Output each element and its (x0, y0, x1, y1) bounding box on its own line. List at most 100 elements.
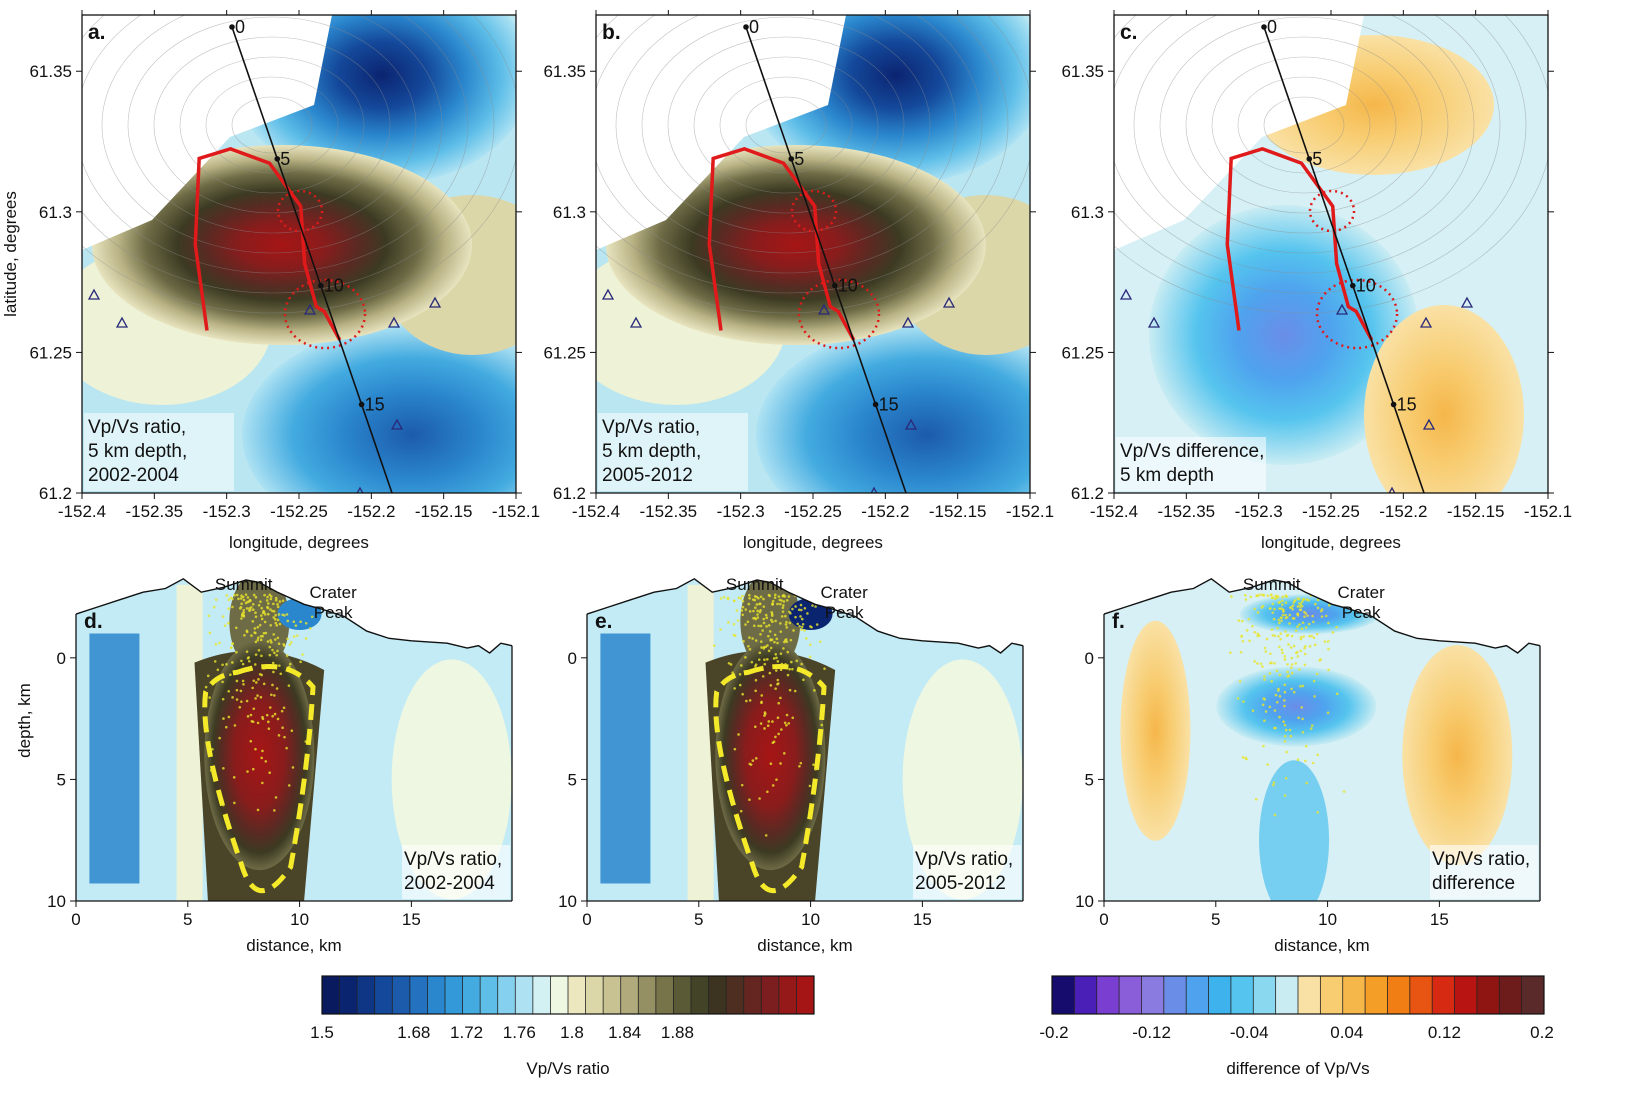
earthquake-dot (800, 628, 803, 632)
earthquake-dot (785, 713, 789, 717)
topo-contour (231, 96, 313, 154)
profile-mark-label: 0 (749, 17, 759, 37)
earthquake-dot (1278, 600, 1282, 604)
earthquake-dot (747, 644, 750, 648)
earthquake-dot (275, 624, 279, 627)
earthquake-dot (770, 618, 773, 622)
earthquake-dot (1326, 711, 1330, 715)
earthquake-dot (1310, 634, 1314, 638)
earthquake-dot (1283, 723, 1287, 727)
earthquake-dot (799, 603, 803, 607)
earthquake-dot (278, 664, 281, 667)
earthquake-dot (736, 619, 740, 622)
crater-source-circle (1315, 278, 1399, 350)
earthquake-dot (304, 622, 308, 625)
profile-mark-label: 5 (280, 149, 290, 169)
y-tick-label: 61.25 (543, 343, 586, 362)
earthquake-dot (272, 616, 276, 619)
earthquake-dot (257, 636, 260, 640)
colorbar-swatch (655, 976, 674, 1014)
x-tick-label: -152.25 (270, 502, 328, 521)
earthquake-dot (779, 668, 783, 672)
earthquake-dot (253, 627, 257, 630)
earthquake-dot (272, 633, 276, 636)
earthquake-dot (1274, 597, 1277, 601)
map-panel-c: 0 5 10 15 -152.4 -152.35 -152.3 -152.25 -152.2 -1… (1061, 10, 1572, 552)
earthquake-dot (1245, 629, 1249, 632)
earthquake-dot (254, 615, 258, 619)
earthquake-dot (784, 662, 787, 666)
earthquake-dot (1316, 753, 1320, 757)
earthquake-dot (273, 694, 276, 697)
earthquake-dot (779, 762, 782, 765)
earthquake-dot (208, 696, 211, 699)
earthquake-dot (756, 613, 759, 616)
earthquake-dot (267, 727, 271, 730)
caption-backdrop (84, 413, 234, 491)
earthquake-dot (230, 646, 233, 649)
profile-mark-label: 5 (794, 149, 804, 169)
earthquake-dot (273, 712, 277, 716)
earthquake-dot (1281, 595, 1284, 599)
earthquake-dot (797, 608, 801, 612)
earthquake-dot (788, 688, 792, 692)
earthquake-dot (239, 689, 243, 693)
earthquake-dot (776, 682, 780, 685)
earthquake-dot (242, 614, 246, 617)
earthquake-dot (754, 757, 758, 760)
earthquake-dot (1280, 648, 1284, 652)
caption-line: 2002-2004 (88, 465, 179, 486)
station-icon (428, 296, 442, 308)
earthquake-dot (1273, 709, 1277, 712)
earthquake-dot (225, 663, 228, 666)
earthquake-dot (269, 624, 273, 627)
earthquake-dot (1288, 622, 1291, 625)
earthquake-dot (277, 613, 281, 616)
earthquake-dot (1262, 744, 1265, 748)
earthquake-dot (277, 734, 281, 737)
earthquake-dot (1283, 658, 1287, 661)
high-vpvs-body (92, 145, 472, 345)
earthquake-dot (206, 674, 210, 678)
colorbar-swatch (1074, 976, 1098, 1014)
earthquake-dot (767, 720, 771, 723)
map-field: 0 5 10 15 (596, 15, 1030, 493)
earthquake-dot (251, 767, 255, 771)
earthquake-dot (1316, 606, 1320, 610)
earthquake-dot (233, 724, 237, 727)
earthquake-dot (782, 647, 785, 650)
earthquake-dot (733, 747, 737, 751)
topo-contour (1185, 36, 1423, 214)
earthquake-dot (1333, 593, 1336, 597)
earthquake-dot (241, 595, 245, 599)
earthquake-dot (1301, 621, 1305, 624)
earthquake-dot (771, 784, 775, 787)
topo-contour (667, 36, 905, 214)
earthquake-dot (1291, 608, 1294, 611)
earthquake-dot (274, 621, 278, 625)
earthquake-dot (764, 834, 768, 837)
map-field: 0 5 10 15 (82, 15, 516, 493)
earthquake-dot (1298, 602, 1301, 605)
earthquake-dot (808, 655, 812, 659)
earthquake-dot (288, 662, 292, 666)
earthquake-dot (777, 701, 781, 705)
y-tick-label: 10 (1075, 892, 1094, 911)
caption-line: 2005-2012 (915, 873, 1006, 894)
topo-contour (596, 15, 1009, 294)
colorbar-frame (1051, 975, 1545, 1015)
colorbar-swatch (1387, 976, 1411, 1014)
earthquake-dot (1272, 781, 1276, 784)
earthquake-dot (1283, 655, 1287, 658)
earthquake-dot (1335, 625, 1338, 629)
earthquake-dot (715, 697, 719, 700)
earthquake-dot (754, 639, 758, 642)
earthquake-dot (773, 633, 777, 637)
earthquake-dot (282, 643, 285, 646)
earthquake-dot (740, 609, 744, 612)
earthquake-dot (1298, 623, 1301, 626)
topo-contour (596, 15, 983, 274)
earthquake-dot (1284, 601, 1288, 605)
earthquake-dot (775, 637, 779, 641)
earthquake-dot (307, 680, 311, 684)
